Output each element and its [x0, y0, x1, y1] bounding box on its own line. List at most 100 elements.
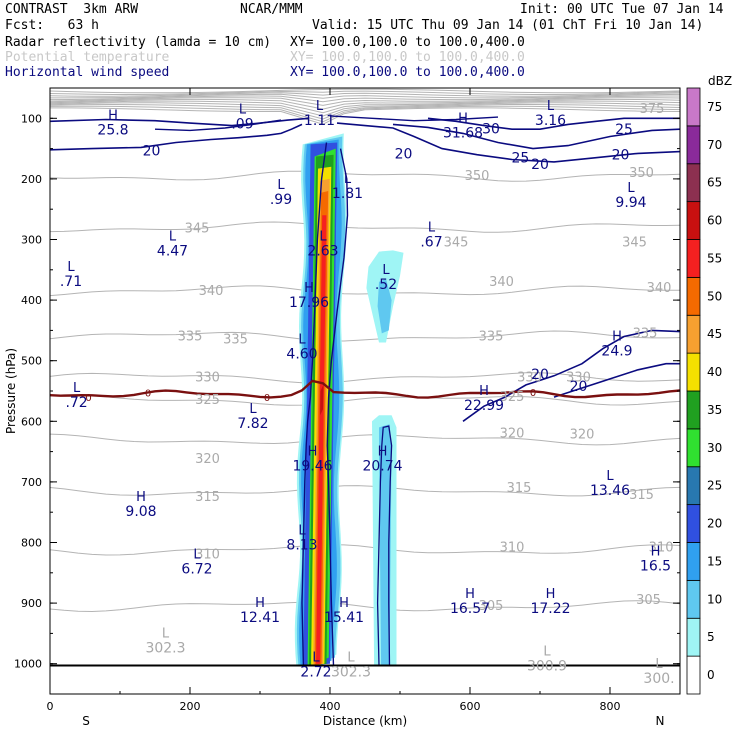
- theta-contour-line: [50, 103, 680, 120]
- extremum-marker: H: [304, 281, 314, 296]
- wind-contour-label: 25: [615, 122, 633, 138]
- extremum-marker: L: [277, 178, 285, 193]
- field1-xy: XY= 100.0,100.0 to 100.0,400.0: [290, 35, 525, 50]
- field2-xy: XY= 100.0,100.0 to 100.0,400.0: [290, 50, 525, 65]
- wind-contour-label: 30: [482, 122, 500, 138]
- extremum-value: 2.72: [300, 665, 331, 681]
- theta-contour-label: 320: [195, 452, 220, 467]
- colorbar-segment: [686, 655, 701, 695]
- y-tick-label: 500: [21, 355, 42, 368]
- wind-contour-east-top: [329, 115, 499, 122]
- wind-contour-column-west: [301, 142, 328, 666]
- extremum-marker: H: [479, 384, 489, 399]
- x-tick-label: 200: [180, 700, 201, 713]
- extremum-value: 25.8: [97, 122, 128, 138]
- extremum-value: 22.99: [464, 398, 504, 414]
- reflectivity-band: [316, 215, 327, 664]
- theta-contour-line: [50, 544, 680, 556]
- theta-contour-label: 335: [178, 329, 203, 344]
- theta-contour-line: [50, 105, 680, 123]
- wind-contour-label: 20: [531, 157, 549, 173]
- extremum-value: 13.46: [590, 483, 630, 499]
- theta-contour-line: [50, 394, 680, 406]
- y-tick-label: 400: [21, 294, 42, 307]
- extremum-marker: L: [606, 469, 614, 484]
- extremum-marker: H: [136, 490, 146, 505]
- freezing-level-label: 0: [85, 393, 91, 404]
- extremum-marker: L: [239, 102, 247, 117]
- extremum-value: .52: [375, 277, 397, 293]
- reflectivity-blob-upper-core: [377, 278, 392, 334]
- extremum-marker: L: [344, 172, 352, 187]
- forecast-hour: Fcst: 63 h: [5, 18, 99, 33]
- field3-xy: XY= 100.0,100.0 to 100.0,400.0: [290, 65, 525, 80]
- extremum-marker: H: [612, 330, 622, 345]
- field2-name: Potential temperature: [5, 50, 170, 65]
- theta-contour-label: 340: [199, 284, 224, 299]
- extremum-marker: L: [319, 230, 327, 245]
- theta-contour-label: 345: [622, 236, 647, 251]
- y-tick-label: 200: [21, 173, 42, 186]
- theta-contour-label: 325: [500, 390, 525, 405]
- x-tick-label: 800: [600, 700, 621, 713]
- theta-contour-line: [50, 372, 680, 384]
- colorbar-label: 65: [707, 176, 722, 190]
- wind-contour-label: 20: [531, 367, 549, 383]
- extremum-marker: H: [255, 596, 265, 611]
- theta-contour-label: 315: [507, 481, 532, 496]
- theta-contour-line: [50, 107, 680, 125]
- theta-contour-label: 310: [195, 548, 220, 563]
- extremum-value: 302.3: [331, 665, 371, 681]
- x-end-label-south: S: [82, 714, 90, 728]
- extremum-marker: L: [73, 381, 81, 396]
- colorbar-label: 35: [707, 403, 722, 417]
- extremum-value: 9.94: [615, 195, 646, 211]
- colorbar-label: 50: [707, 289, 722, 303]
- extremum-value: 17.96: [289, 295, 329, 311]
- extremum-marker: L: [347, 651, 355, 666]
- colorbar-label: 60: [707, 214, 722, 228]
- wind-contour-column-east: [326, 148, 349, 666]
- y-tick-label: 300: [21, 234, 42, 247]
- extremum-value: 7.82: [237, 416, 268, 432]
- extremum-value: .99: [270, 192, 292, 208]
- colorbar-label: 15: [707, 554, 722, 568]
- theta-contour-label: 305: [479, 599, 504, 614]
- center-name: NCAR/MMM: [240, 2, 303, 17]
- colorbar-segment: [686, 276, 701, 316]
- colorbar-label: 20: [707, 517, 722, 531]
- theta-contour-label: 305: [636, 593, 661, 608]
- extremum-value: 300.9: [527, 659, 567, 675]
- y-tick-label: 900: [21, 597, 42, 610]
- colorbar-segment: [686, 163, 701, 203]
- extremum-marker: H: [458, 111, 468, 126]
- extremum-marker: L: [312, 651, 320, 666]
- theta-contour-line: [50, 93, 680, 99]
- wind-contour-label: 20: [143, 143, 161, 159]
- colorbar-label: 55: [707, 251, 722, 265]
- theta-contour-label: 330: [195, 371, 220, 386]
- init-time: Init: 00 UTC Tue 07 Jan 14: [520, 2, 724, 17]
- colorbar-label: 75: [707, 100, 722, 114]
- extremum-value: 4.60: [286, 347, 317, 363]
- theta-contour-line: [50, 100, 680, 114]
- theta-contour-label: 315: [195, 490, 220, 505]
- extremum-value: 16.5: [640, 559, 671, 575]
- wind-contour-label: 25: [511, 151, 529, 167]
- extremum-value: 31.68: [443, 125, 483, 141]
- extremum-marker: H: [546, 587, 556, 602]
- extremum-value: 1.81: [332, 186, 363, 202]
- extremum-value: 4.47: [157, 244, 188, 260]
- extremum-marker: L: [428, 220, 436, 235]
- x-tick-label: 400: [320, 700, 341, 713]
- freezing-level-label: 0: [264, 393, 270, 404]
- colorbar-label: 25: [707, 479, 722, 493]
- theta-contour-label: 335: [223, 332, 248, 347]
- extremum-marker: H: [308, 445, 318, 460]
- wind-contour-label: 20: [395, 146, 413, 162]
- extremum-marker: L: [298, 333, 306, 348]
- extremum-marker: L: [543, 645, 551, 660]
- freezing-level-line: [50, 379, 680, 399]
- theta-contour-label: 325: [195, 393, 220, 408]
